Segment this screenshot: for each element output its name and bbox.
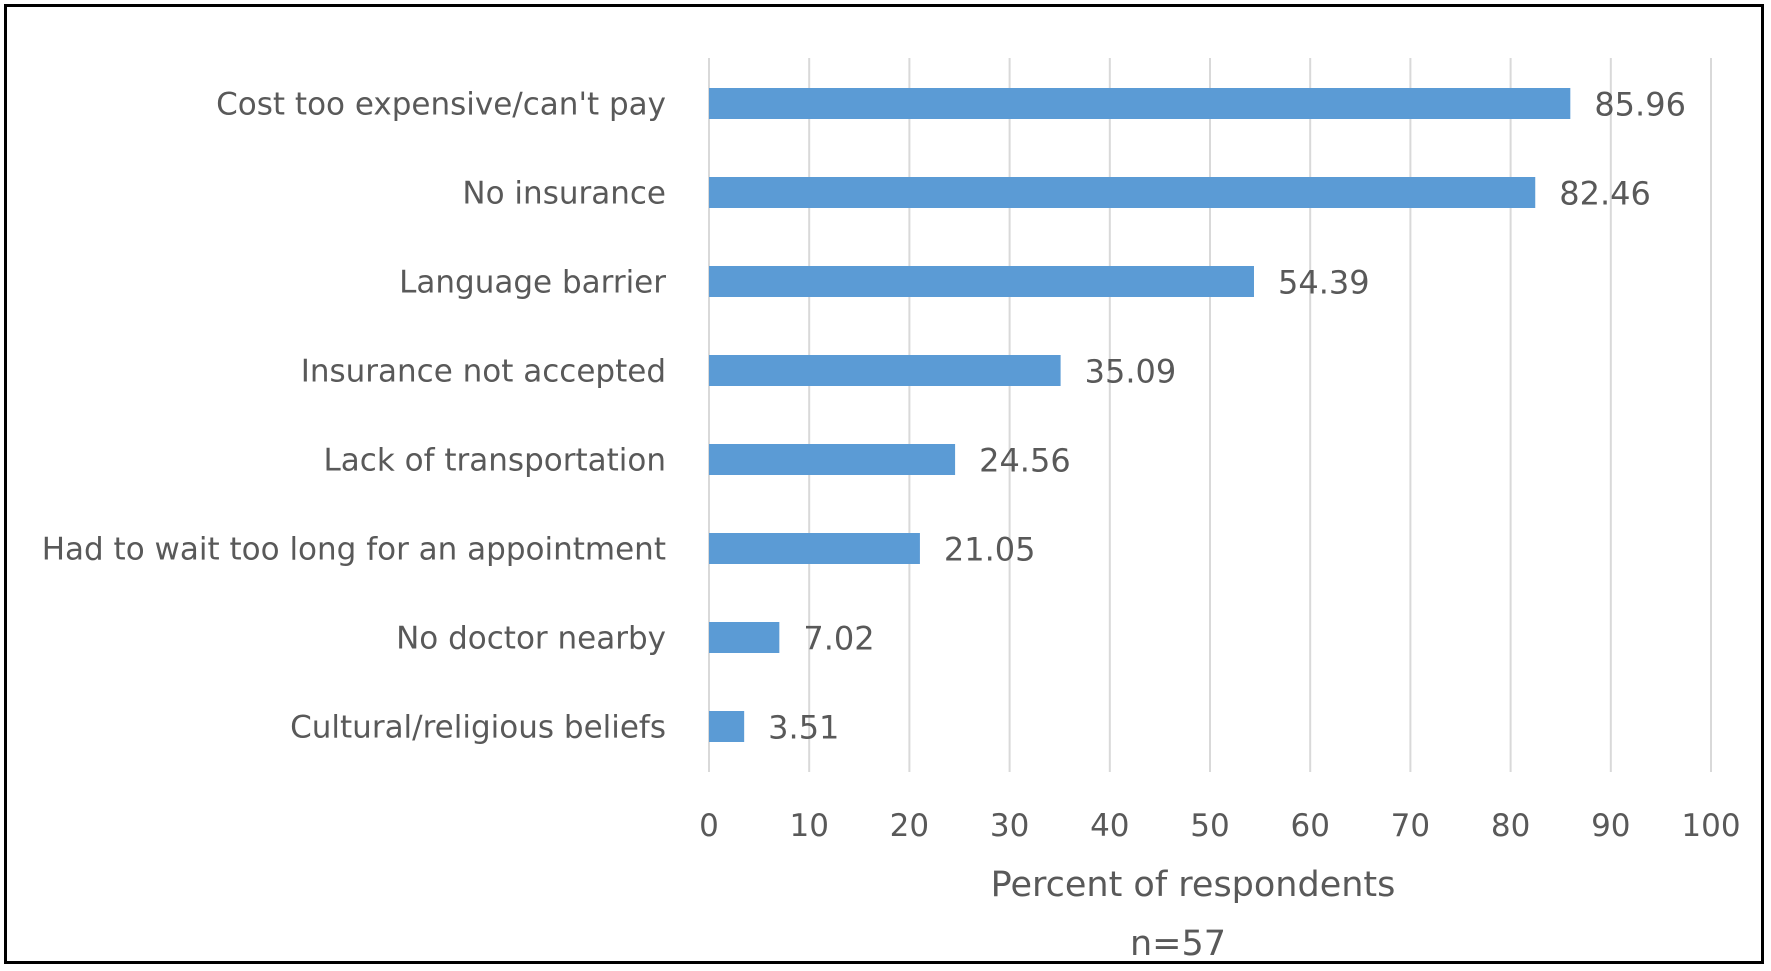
x-tick-label: 20: [890, 808, 929, 844]
data-label: 21.05: [944, 531, 1036, 569]
x-tick-label: 30: [990, 808, 1029, 844]
x-tick-label: 50: [1190, 808, 1229, 844]
bars: [709, 88, 1571, 742]
category-label: Cost too expensive/can't pay: [216, 87, 666, 123]
chart-frame: [4, 4, 1764, 964]
data-label: 85.96: [1594, 86, 1686, 124]
data-label: 3.51: [768, 709, 839, 747]
data-label: 35.09: [1085, 353, 1177, 391]
bar: [709, 622, 780, 653]
x-tick-label: 40: [1090, 808, 1129, 844]
bar: [709, 88, 1571, 119]
sample-size-note: n=57: [1130, 924, 1226, 964]
value-labels: 85.96 82.46 54.39 35.09 24.56 21.05 7.02 3.51: [768, 86, 1686, 747]
x-axis-title: Percent of respondents: [991, 865, 1396, 905]
x-tick-label: 60: [1290, 808, 1329, 844]
category-label: Had to wait too long for an appointment: [42, 532, 666, 568]
category-label: Cultural/religious beliefs: [290, 710, 666, 746]
x-tick-label: 100: [1681, 808, 1740, 844]
category-label: No doctor nearby: [396, 621, 666, 657]
x-tick-label: 70: [1391, 808, 1430, 844]
bar: [709, 444, 956, 475]
bar: [709, 533, 920, 564]
bar: [709, 355, 1061, 386]
x-tick-label: 0: [699, 808, 719, 844]
category-labels: Cost too expensive/can't pay No insurance…: [42, 87, 667, 746]
x-tick-labels: 0 10 20 30 40 50 60 70 80 90 100: [699, 808, 1740, 844]
category-label: Insurance not accepted: [301, 354, 666, 390]
data-label: 82.46: [1559, 175, 1651, 213]
category-label: Language barrier: [399, 265, 666, 301]
gridlines: [708, 58, 1712, 772]
data-label: 24.56: [979, 442, 1071, 480]
bar: [709, 177, 1536, 208]
data-label: 54.39: [1278, 264, 1370, 302]
category-label: No insurance: [462, 176, 666, 212]
x-tick-label: 10: [789, 808, 828, 844]
bar: [709, 266, 1254, 297]
x-tick-label: 90: [1591, 808, 1630, 844]
bar: [709, 711, 745, 742]
x-tick-label: 80: [1491, 808, 1530, 844]
category-label: Lack of transportation: [324, 443, 666, 479]
data-label: 7.02: [803, 620, 874, 658]
